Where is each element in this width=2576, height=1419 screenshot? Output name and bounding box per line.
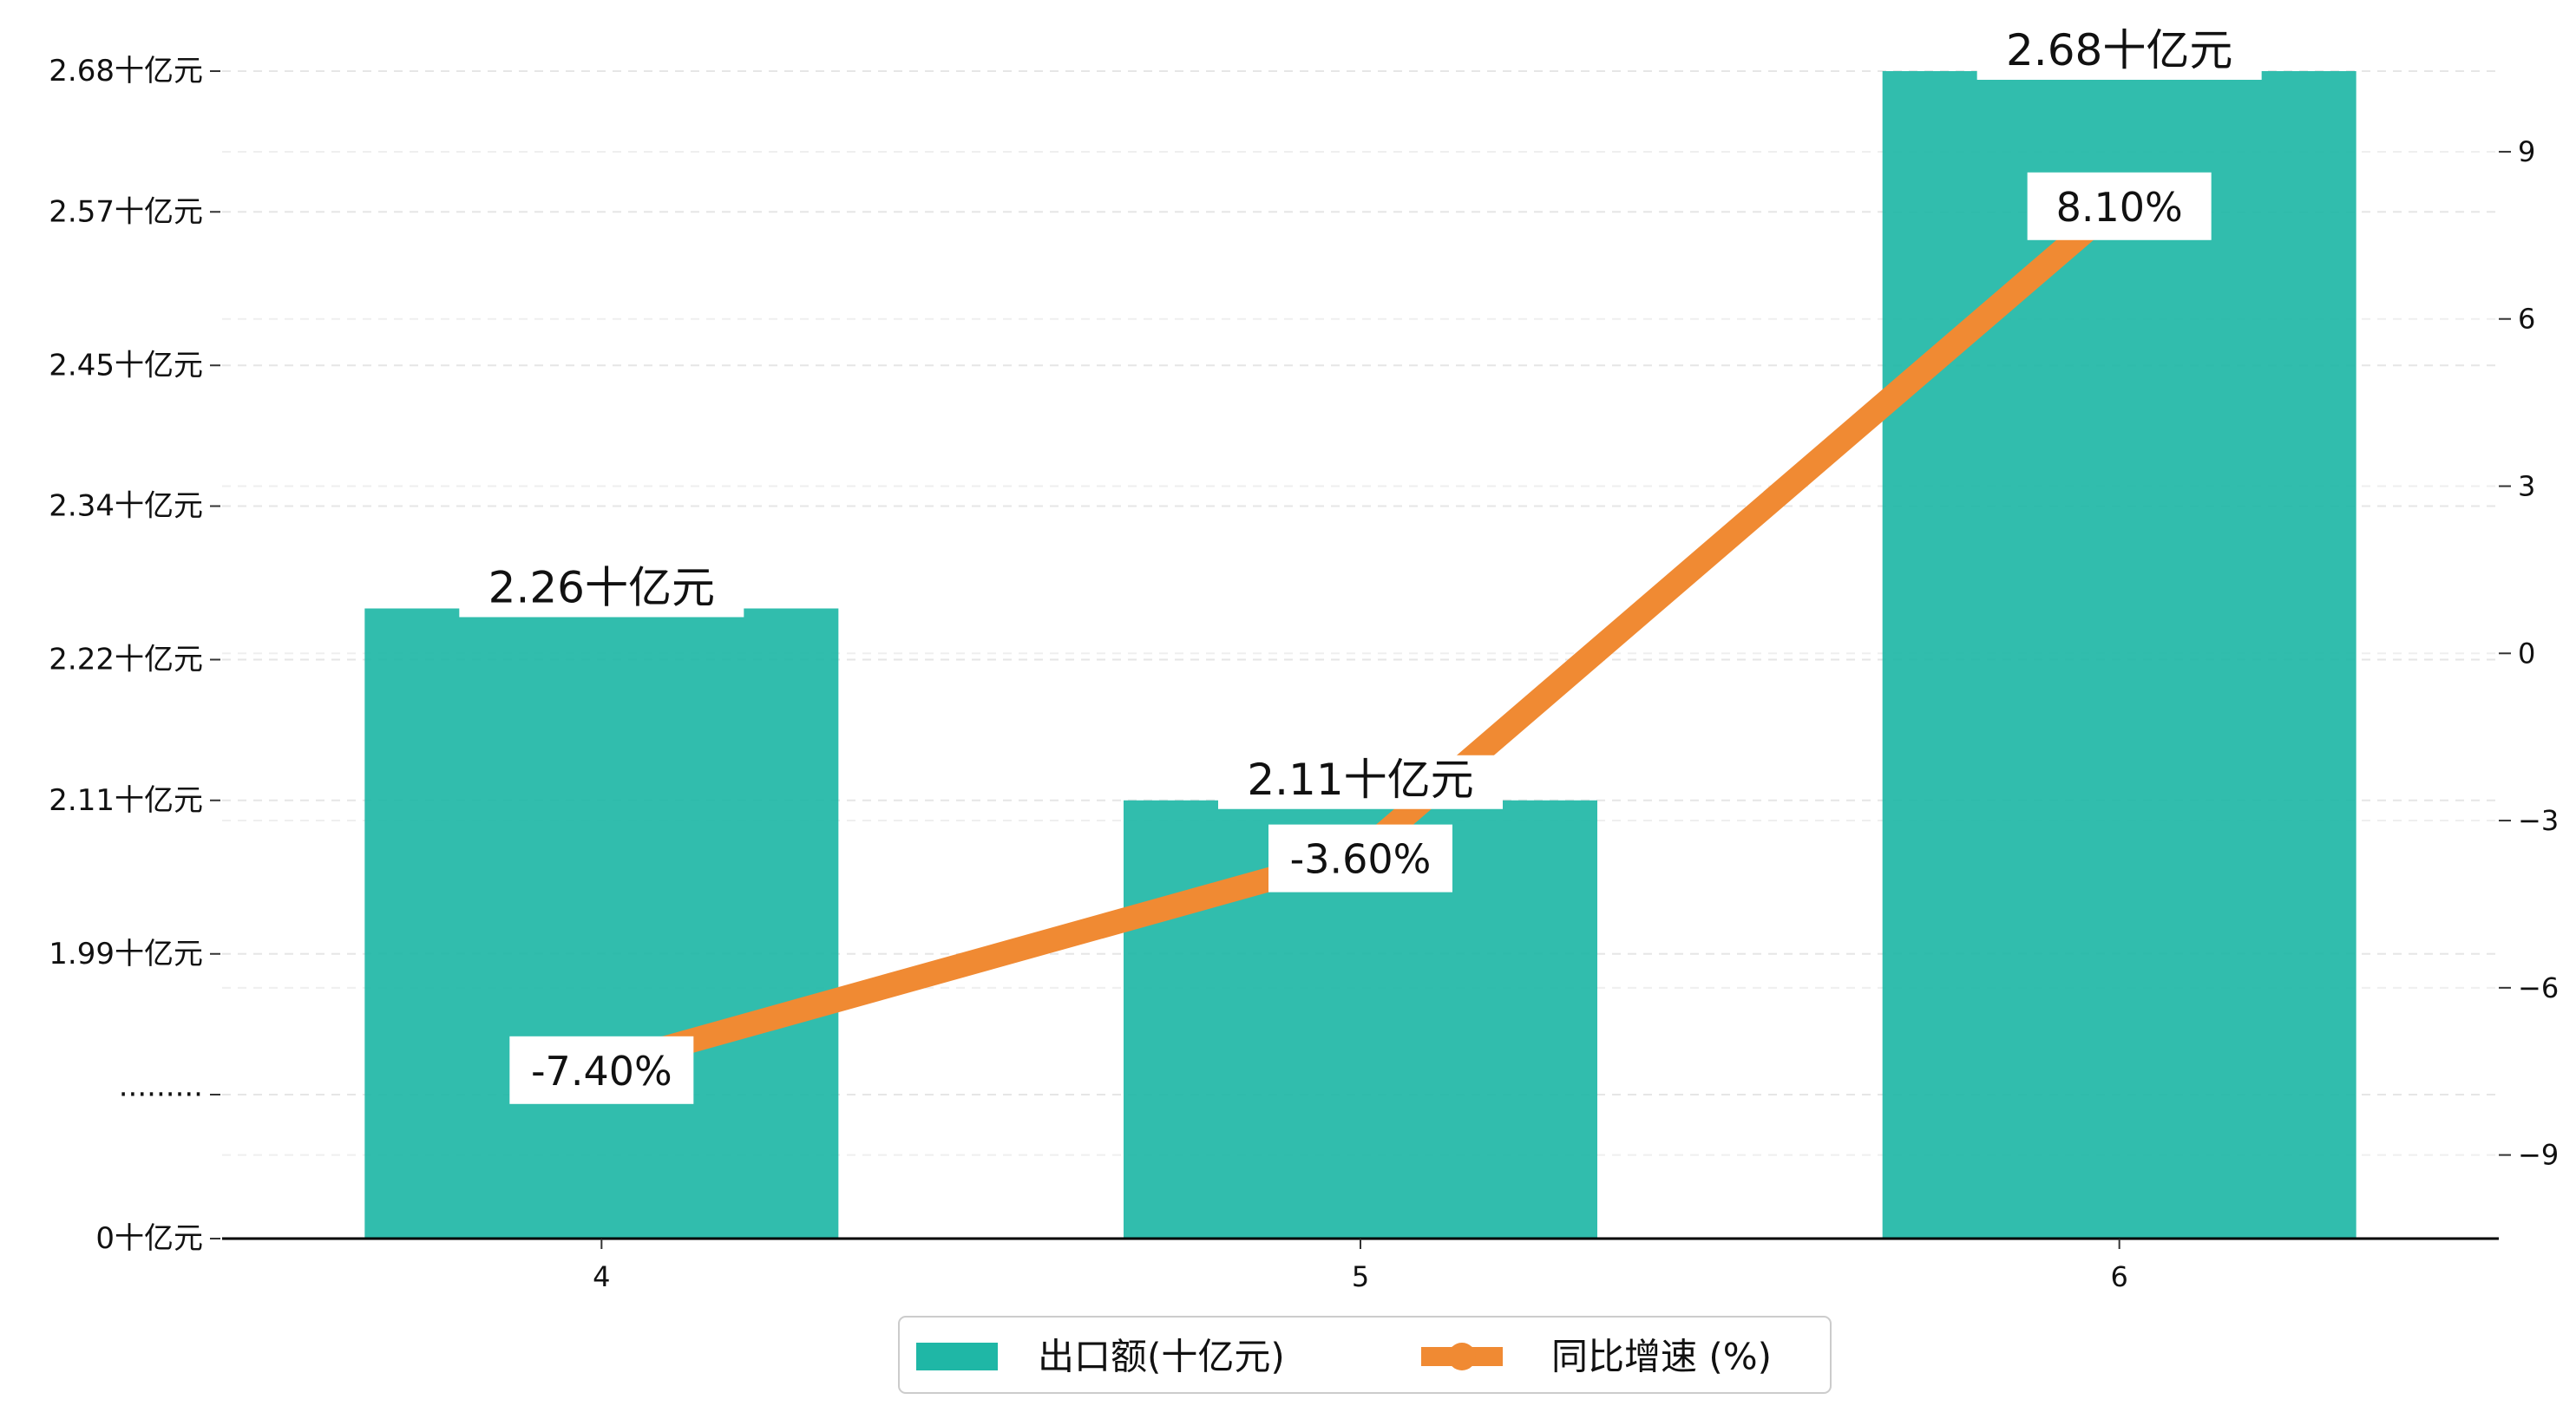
y-right-tick-label: −9 bbox=[2518, 1139, 2559, 1172]
bar bbox=[1882, 71, 2356, 1239]
line-label-box bbox=[2027, 172, 2212, 240]
y-left-tick-label: 2.22十亿元 bbox=[49, 643, 203, 677]
line-label-box bbox=[1268, 824, 1452, 893]
bar bbox=[364, 608, 839, 1239]
bar-value-label: 2.11十亿元 bbox=[1247, 755, 1473, 805]
bar-value-label: 2.68十亿元 bbox=[2006, 25, 2232, 75]
line-value-label: -7.40% bbox=[531, 1048, 672, 1095]
bar-label-box bbox=[1976, 26, 2262, 80]
x-tick-label: 6 bbox=[2110, 1260, 2127, 1293]
y-right-tick-label: 0 bbox=[2518, 637, 2535, 670]
legend-swatch-marker bbox=[1448, 1343, 1476, 1370]
y-right-tick-label: 6 bbox=[2518, 303, 2535, 336]
y-left-tick-label: ········· bbox=[119, 1077, 203, 1112]
y-left-tick-label: 1.99十亿元 bbox=[49, 937, 203, 971]
y-right-tick-label: −6 bbox=[2518, 971, 2559, 1004]
legend-label-bar: 出口额(十亿元) bbox=[1038, 1336, 1285, 1378]
bar-label-box bbox=[1218, 755, 1503, 809]
bar-value-label: 2.26十亿元 bbox=[488, 563, 715, 613]
y-right-tick-label: −3 bbox=[2518, 804, 2559, 837]
y-left-tick-label: 2.11十亿元 bbox=[49, 783, 203, 818]
line-value-label: 8.10% bbox=[2056, 184, 2183, 231]
x-tick-label: 5 bbox=[1352, 1260, 1369, 1293]
y-left-tick-label: 2.68十亿元 bbox=[49, 54, 203, 88]
y-left-tick-label: 2.57十亿元 bbox=[49, 194, 203, 229]
y-right-tick-label: 9 bbox=[2518, 135, 2535, 168]
x-tick-label: 4 bbox=[593, 1260, 610, 1293]
line-label-box bbox=[509, 1036, 694, 1104]
legend-label-line: 同比增速 (%) bbox=[1551, 1336, 1772, 1378]
bar-label-box bbox=[459, 563, 744, 618]
y-left-tick-label: 2.45十亿元 bbox=[49, 348, 203, 383]
y-right-tick-label: 3 bbox=[2518, 470, 2535, 503]
line-value-label: -3.60% bbox=[1290, 836, 1432, 883]
legend-swatch-bar bbox=[916, 1343, 998, 1370]
y-left-tick-label: 0十亿元 bbox=[95, 1221, 203, 1256]
y-left-tick-label: 2.34十亿元 bbox=[49, 489, 203, 524]
legend-box bbox=[898, 1316, 1832, 1394]
